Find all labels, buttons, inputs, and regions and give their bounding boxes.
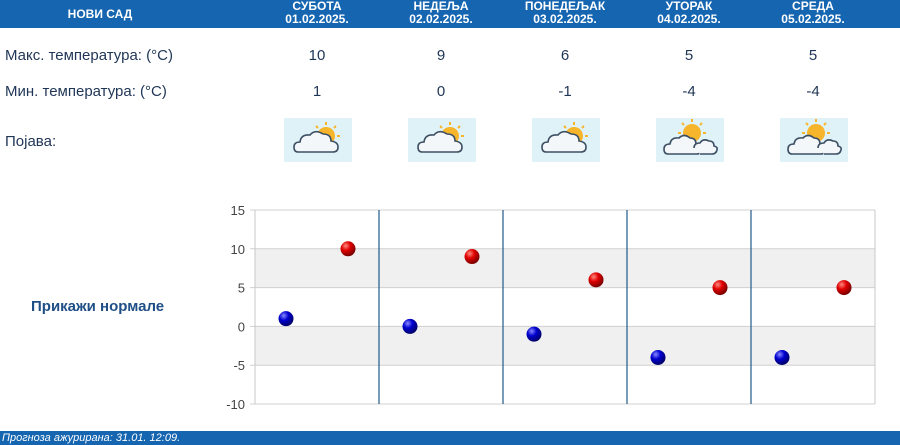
forecast-header: НОВИ САД СУБОТА 01.02.2025. НЕДЕЉА 02.02… [0, 0, 900, 28]
day-name: СРЕДА [792, 0, 834, 13]
max-temp-value-4: 5 [684, 47, 694, 64]
forecast-updated-text: Прогноза ажурирана: 31.01. 12:09. [2, 432, 181, 444]
max-temp-point [836, 280, 852, 296]
y-tick-label: -10 [226, 397, 245, 412]
max-temp-point [712, 280, 728, 296]
cloud-sun-icon [284, 118, 352, 162]
max-temp-point [340, 241, 356, 257]
day-date: 05.02.2025. [781, 12, 845, 26]
y-tick-label: 5 [238, 281, 245, 296]
min-temp-point [774, 349, 790, 365]
y-tick-label: 10 [231, 242, 245, 257]
day-header-1: СУБОТА 01.02.2025. [255, 0, 379, 26]
y-tick-label: -5 [233, 358, 245, 373]
day-header-3: ПОНЕДЕЉАК 03.02.2025. [503, 0, 627, 26]
day-date: 03.02.2025. [533, 12, 597, 26]
day-header-5: СРЕДА 05.02.2025. [751, 0, 875, 26]
max-temp-value-5: 5 [808, 47, 818, 64]
min-temp-value-2: 0 [436, 83, 446, 100]
min-temp-point [402, 318, 418, 334]
max-temp-label: Макс. температура: (°C) [5, 47, 173, 64]
day-date: 01.02.2025. [285, 12, 349, 26]
cloud-sun-icon [532, 118, 600, 162]
max-temp-point [464, 249, 480, 265]
sun-cloud-icon [780, 118, 848, 162]
y-tick-label: 0 [238, 319, 245, 334]
max-temp-value-2: 9 [436, 47, 446, 64]
min-temp-point [278, 311, 294, 327]
min-temp-value-1: 1 [312, 83, 322, 100]
grid-band [255, 326, 875, 366]
min-temp-value-4: -4 [682, 83, 696, 100]
min-temp-label: Мин. температура: (°C) [5, 83, 167, 100]
sun-cloud-icon [656, 118, 724, 162]
y-tick-label: 15 [231, 203, 245, 218]
max-temp-value-1: 10 [308, 47, 326, 64]
min-temp-value-3: -1 [558, 83, 572, 100]
max-temp-value-3: 6 [560, 47, 570, 64]
min-temp-point [526, 326, 542, 342]
day-date: 02.02.2025. [409, 12, 473, 26]
city-name: НОВИ САД [67, 7, 133, 21]
day-header-2: НЕДЕЉА 02.02.2025. [379, 0, 503, 26]
day-name: УТОРАК [665, 0, 713, 13]
footer-bar: Прогноза ажурирана: 31.01. 12:09. [0, 431, 900, 445]
day-header-4: УТОРАК 04.02.2025. [627, 0, 751, 26]
min-temp-value-5: -4 [806, 83, 820, 100]
max-temp-point [588, 272, 604, 288]
day-date: 04.02.2025. [657, 12, 721, 26]
cloud-sun-icon [408, 118, 476, 162]
day-name: ПОНЕДЕЉАК [524, 0, 606, 13]
phenomenon-label: Појава: [5, 133, 57, 150]
show-normals-link[interactable]: Прикажи нормале [31, 298, 165, 315]
day-name: НЕДЕЉА [413, 0, 469, 13]
day-name: СУБОТА [292, 0, 342, 13]
grid-band [255, 248, 875, 288]
min-temp-point [650, 349, 666, 365]
